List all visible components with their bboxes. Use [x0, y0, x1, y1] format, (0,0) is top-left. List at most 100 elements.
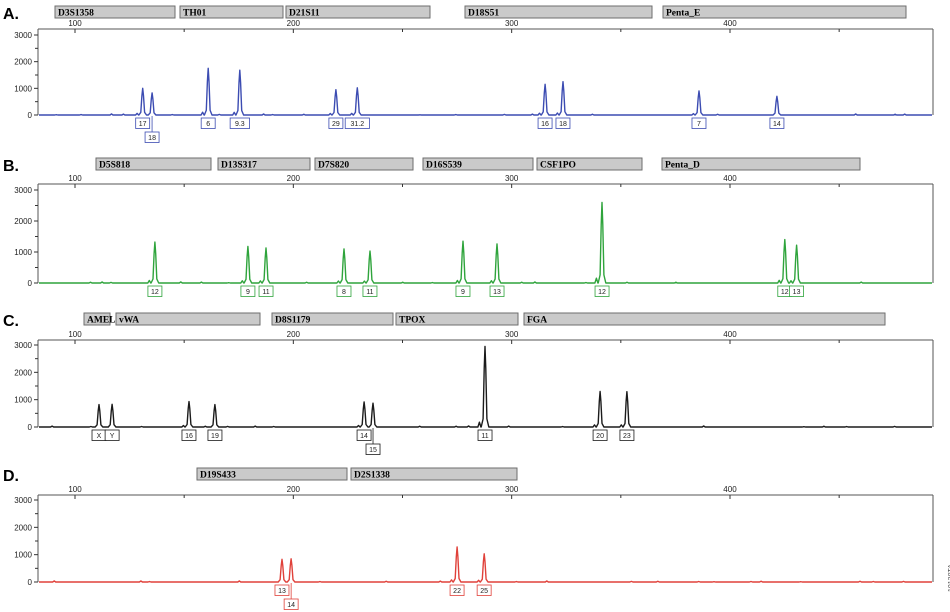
x-tick-label-400: 400	[723, 19, 737, 28]
marker-label-D18S51: D18S51	[468, 9, 499, 19]
marker-label-D21S11: D21S11	[289, 9, 320, 19]
allele-box-TH01-9.3	[229, 117, 250, 129]
y-tick-label-3000: 3000	[14, 31, 32, 40]
y-tick-label-3000: 3000	[14, 341, 32, 350]
allele-box-TH01-6	[200, 117, 216, 129]
x-tick-label-100: 100	[68, 485, 82, 494]
x-tick-label-200: 200	[287, 174, 301, 183]
y-tick-label-0: 0	[28, 279, 33, 288]
panel-letter-A: A.	[3, 6, 19, 23]
x-tick-label-100: 100	[68, 174, 82, 183]
marker-label-D5S818: D5S818	[99, 161, 130, 171]
allele-label-D5S818-12: 12	[151, 289, 159, 296]
trace-B	[39, 201, 932, 284]
marker-label-D2S1338: D2S1338	[354, 471, 390, 481]
allele-label-D8S1179-14: 14	[360, 433, 368, 440]
allele-box-vWA-16	[181, 429, 197, 441]
allele-label-CSF1PO-12: 12	[598, 289, 606, 296]
allele-label-Penta_E-14: 14	[773, 121, 781, 128]
marker-box-D2S1338	[350, 467, 518, 481]
y-tick-label-3000: 3000	[14, 186, 32, 195]
allele-box-D21S11-31.2	[344, 117, 370, 129]
allele-box-D18S51-16	[537, 117, 553, 129]
x-tick-label-200: 200	[287, 19, 301, 28]
x-tick-label-300: 300	[505, 330, 519, 339]
allele-box-vWA-19	[207, 429, 223, 441]
marker-label-D16S539: D16S539	[426, 161, 462, 171]
allele-label-D16S539-9: 9	[461, 289, 465, 296]
marker-box-D16S539	[422, 157, 534, 171]
allele-box-Penta_E-7	[691, 117, 707, 129]
y-tick-label-3000: 3000	[14, 496, 32, 505]
marker-label-D13S317: D13S317	[221, 161, 257, 171]
y-tick-label-2000: 2000	[14, 368, 32, 377]
allele-label-AMEL-Y: Y	[110, 433, 115, 440]
marker-box-D21S11	[285, 5, 431, 19]
marker-label-D3S1358: D3S1358	[58, 9, 94, 19]
allele-box-D21S11-29	[328, 117, 344, 129]
allele-label-D18S51-16: 16	[541, 121, 549, 128]
marker-label-Penta_D: Penta_D	[665, 161, 700, 171]
x-tick-label-400: 400	[723, 485, 737, 494]
marker-box-D7S820	[314, 157, 414, 171]
x-tick-label-100: 100	[68, 19, 82, 28]
allele-box-D3S1358-17	[135, 117, 151, 129]
allele-box-D13S317-9	[240, 285, 256, 297]
trace-C	[39, 345, 932, 428]
allele-box-D5S818-12	[147, 285, 163, 297]
marker-label-vWA: vWA	[119, 316, 139, 326]
marker-label-D7S820: D7S820	[318, 161, 349, 171]
marker-box-D18S51	[464, 5, 653, 19]
allele-label-D18S51-18: 18	[559, 121, 567, 128]
allele-label-D21S11-29: 29	[332, 121, 340, 128]
allele-box-D16S539-13	[489, 285, 505, 297]
marker-label-D8S1179: D8S1179	[275, 316, 311, 326]
x-tick-label-200: 200	[287, 330, 301, 339]
allele-label-D13S317-9: 9	[246, 289, 250, 296]
allele-label-D3S1358-17: 17	[139, 121, 147, 128]
marker-label-TH01: TH01	[183, 9, 206, 19]
plot-frame	[37, 339, 934, 427]
y-tick-label-1000: 1000	[14, 551, 32, 560]
marker-box-FGA	[523, 312, 886, 326]
allele-box-FGA-20	[592, 429, 608, 441]
allele-box-Penta_D-13	[789, 285, 804, 297]
allele-label-D16S539-13: 13	[493, 289, 501, 296]
plot-frame	[37, 183, 934, 283]
plot-frame	[37, 494, 934, 582]
allele-label-vWA-16: 16	[185, 433, 193, 440]
marker-box-TPOX	[395, 312, 519, 326]
x-tick-label-300: 300	[505, 19, 519, 28]
allele-label-AMEL-X: X	[97, 433, 102, 440]
marker-label-AMEL: AMEL	[87, 316, 116, 326]
x-tick-label-400: 400	[723, 330, 737, 339]
marker-label-FGA: FGA	[527, 316, 547, 326]
marker-box-D19S433	[196, 467, 348, 481]
panel-letter-B: B.	[3, 158, 19, 175]
allele-label-D7S820-11: 11	[366, 289, 373, 296]
marker-box-AMEL	[83, 312, 111, 326]
allele-box-D3S1358-18	[144, 131, 160, 143]
allele-label-D2S1338-22: 22	[453, 588, 461, 595]
marker-box-TH01	[179, 5, 284, 19]
allele-box-D13S317-11	[258, 285, 274, 297]
plot-frame	[37, 28, 934, 115]
y-tick-label-2000: 2000	[14, 523, 32, 532]
marker-box-D3S1358	[54, 5, 176, 19]
allele-label-D8S1179-15: 15	[369, 447, 377, 454]
y-tick-label-0: 0	[28, 578, 33, 587]
allele-label-D3S1358-18: 18	[148, 135, 156, 142]
y-tick-label-0: 0	[28, 423, 33, 432]
y-tick-label-1000: 1000	[14, 396, 32, 405]
allele-label-D19S433-13: 13	[278, 588, 286, 595]
panel-letter-D: D.	[3, 468, 19, 485]
allele-box-D7S820-11	[362, 285, 378, 297]
allele-label-D2S1338-25: 25	[480, 588, 488, 595]
allele-label-TH01-6: 6	[206, 121, 210, 128]
x-tick-label-400: 400	[723, 174, 737, 183]
marker-box-D8S1179	[271, 312, 394, 326]
